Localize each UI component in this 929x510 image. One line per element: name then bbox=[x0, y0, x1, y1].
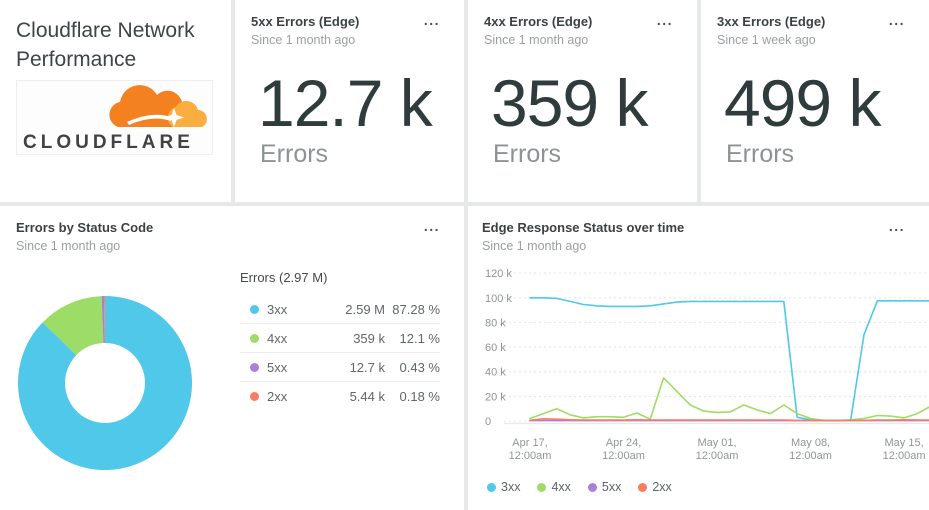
series-label: 2xx bbox=[267, 388, 288, 404]
series-color-dot bbox=[250, 391, 259, 401]
svg-text:12:00am: 12:00am bbox=[509, 450, 552, 462]
card-title: Edge Response Status over time bbox=[482, 220, 685, 235]
svg-text:12:00am: 12:00am bbox=[789, 450, 832, 462]
series-value: 12.7 k bbox=[349, 359, 385, 375]
svg-text:May 08,: May 08, bbox=[791, 437, 830, 449]
edge-response-status-card: 0 20 k 40 k 60 k 80 k 100 k 120 k Apr 17, 12:00a… bbox=[468, 206, 929, 510]
series-color-dot bbox=[250, 304, 259, 314]
legend-chip-3xx[interactable]: 3xx bbox=[487, 480, 520, 494]
errors-by-status-code-card: Errors by Status Code Since 1 month ago … bbox=[0, 206, 464, 510]
series-label: 4xx bbox=[551, 480, 571, 494]
svg-text:20 k: 20 k bbox=[485, 391, 506, 403]
series-color-dot bbox=[487, 482, 496, 492]
pie-legend-row-4xx[interactable]: 4xx 359 k 12.1 % bbox=[240, 324, 440, 353]
card-menu-button[interactable]: ... bbox=[420, 10, 444, 30]
card-subtitle: Since 1 month ago bbox=[251, 33, 356, 47]
svg-text:Apr 24,: Apr 24, bbox=[606, 437, 641, 449]
metric-card-3xx: 3xx Errors (Edge) Since 1 week ago ... 4… bbox=[701, 0, 929, 202]
series-percent: 12.1 % bbox=[399, 330, 440, 346]
metric-value: 359 k bbox=[491, 66, 648, 140]
series-color-dot bbox=[250, 333, 259, 343]
card-title: 4xx Errors (Edge) bbox=[484, 14, 593, 29]
series-percent: 0.18 % bbox=[399, 388, 440, 404]
svg-text:May 01,: May 01, bbox=[697, 437, 736, 449]
series-color-dot bbox=[638, 482, 648, 492]
metric-value: 12.7 k bbox=[258, 66, 433, 140]
legend-chip-5xx[interactable]: 5xx bbox=[587, 480, 622, 494]
metric-card-5xx: 5xx Errors (Edge) Since 1 month ago ... … bbox=[235, 0, 464, 202]
series-label: 3xx bbox=[267, 301, 288, 317]
legend-chip-4xx[interactable]: 4xx bbox=[537, 480, 571, 494]
svg-text:Apr 17,: Apr 17, bbox=[512, 437, 547, 449]
metric-unit: Errors bbox=[726, 140, 795, 168]
card-title: Errors by Status Code bbox=[16, 220, 154, 235]
card-subtitle: Since 1 month ago bbox=[16, 239, 121, 253]
pie-legend-table: Errors (2.97 M) 3xx 2.59 M 87.28 % 4xx 3… bbox=[240, 270, 440, 410]
card-title: 5xx Errors (Edge) bbox=[251, 14, 360, 29]
pie-legend-row-5xx[interactable]: 5xx 12.7 k 0.43 % bbox=[240, 353, 440, 382]
series-label: 2xx bbox=[652, 480, 672, 494]
cloudflare-cloud-icon bbox=[109, 85, 207, 127]
series-percent: 0.43 % bbox=[399, 359, 440, 375]
pie-table-title: Errors (2.97 M) bbox=[240, 270, 328, 285]
card-title: 3xx Errors (Edge) bbox=[717, 14, 826, 29]
svg-text:100 k: 100 k bbox=[485, 293, 512, 305]
card-menu-button[interactable]: ... bbox=[885, 216, 909, 236]
metric-value: 499 k bbox=[724, 66, 881, 140]
cloudflare-logo-text: CLOUDFLARE bbox=[23, 132, 194, 153]
metric-unit: Errors bbox=[493, 140, 562, 168]
svg-text:12:00am: 12:00am bbox=[883, 450, 926, 462]
card-subtitle: Since 1 month ago bbox=[482, 239, 587, 253]
legend-chip-2xx[interactable]: 2xx bbox=[638, 480, 672, 494]
svg-text:May 15,: May 15, bbox=[885, 437, 924, 449]
card-subtitle: Since 1 month ago bbox=[484, 33, 589, 47]
pie-legend-row-3xx[interactable]: 3xx 2.59 M 87.28 % bbox=[240, 295, 440, 324]
svg-text:120 k: 120 k bbox=[485, 268, 512, 280]
svg-text:80 k: 80 k bbox=[485, 317, 506, 329]
metric-card-4xx: 4xx Errors (Edge) Since 1 month ago ... … bbox=[468, 0, 697, 202]
series-label: 5xx bbox=[601, 480, 622, 494]
dashboard-title-card: Cloudflare Network Performance CLOUDFLAR… bbox=[0, 0, 231, 202]
card-menu-button[interactable]: ... bbox=[420, 216, 444, 236]
svg-text:12:00am: 12:00am bbox=[602, 450, 645, 462]
card-menu-button[interactable]: ... bbox=[885, 10, 909, 30]
svg-text:12:00am: 12:00am bbox=[696, 450, 739, 462]
svg-text:60 k: 60 k bbox=[485, 342, 506, 354]
svg-text:0: 0 bbox=[485, 416, 491, 428]
series-color-dot bbox=[250, 362, 259, 372]
series-value: 2.59 M bbox=[345, 301, 385, 317]
svg-text:40 k: 40 k bbox=[485, 367, 506, 379]
card-menu-button[interactable]: ... bbox=[653, 10, 677, 30]
series-value: 359 k bbox=[353, 330, 385, 346]
pie-legend-row-2xx[interactable]: 2xx 5.44 k 0.18 % bbox=[240, 382, 440, 410]
donut-chart[interactable] bbox=[0, 206, 464, 510]
card-subtitle: Since 1 week ago bbox=[717, 33, 816, 47]
metric-unit: Errors bbox=[260, 140, 329, 168]
series-label: 4xx bbox=[267, 330, 288, 346]
series-label: 3xx bbox=[501, 480, 521, 494]
series-value: 5.44 k bbox=[349, 388, 385, 404]
cloudflare-logo: CLOUDFLARE bbox=[16, 80, 213, 155]
dashboard-title: Cloudflare Network Performance bbox=[16, 19, 195, 71]
series-color-dot bbox=[587, 482, 597, 492]
series-color-dot bbox=[537, 482, 547, 492]
series-percent: 87.28 % bbox=[392, 301, 440, 317]
series-label: 5xx bbox=[267, 359, 288, 375]
line-chart-legend: 3xx 4xx 5xx 2xx bbox=[487, 480, 672, 494]
